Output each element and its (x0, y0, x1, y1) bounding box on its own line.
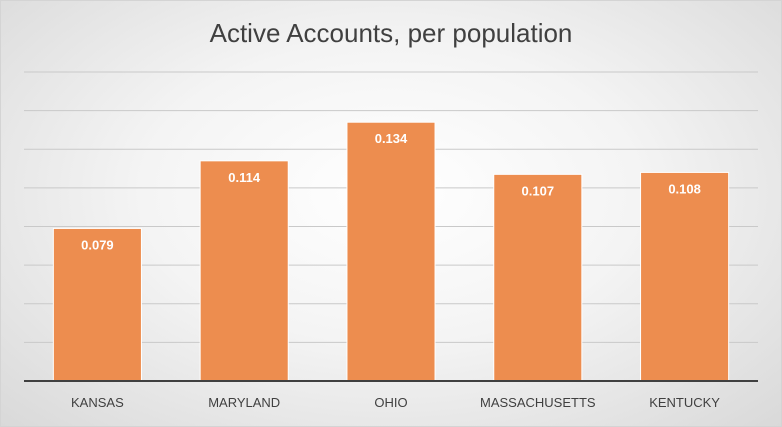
x-tick-label: KANSAS (71, 395, 124, 410)
x-tick-label: MASSACHUSETTS (480, 395, 596, 410)
x-tick-label: MARYLAND (208, 395, 280, 410)
x-tick-label: OHIO (374, 395, 407, 410)
bar (640, 171, 730, 382)
bar (493, 173, 583, 382)
chart-title: Active Accounts, per population (209, 18, 573, 48)
data-label: 0.134 (375, 131, 408, 146)
data-label: 0.079 (81, 237, 114, 252)
data-label: 0.114 (228, 170, 261, 185)
bar (199, 160, 289, 382)
data-label: 0.108 (668, 181, 701, 196)
bar (52, 227, 142, 382)
x-tick-label: KENTUCKY (649, 395, 720, 410)
data-label: 0.107 (522, 183, 555, 198)
bar (346, 121, 436, 382)
